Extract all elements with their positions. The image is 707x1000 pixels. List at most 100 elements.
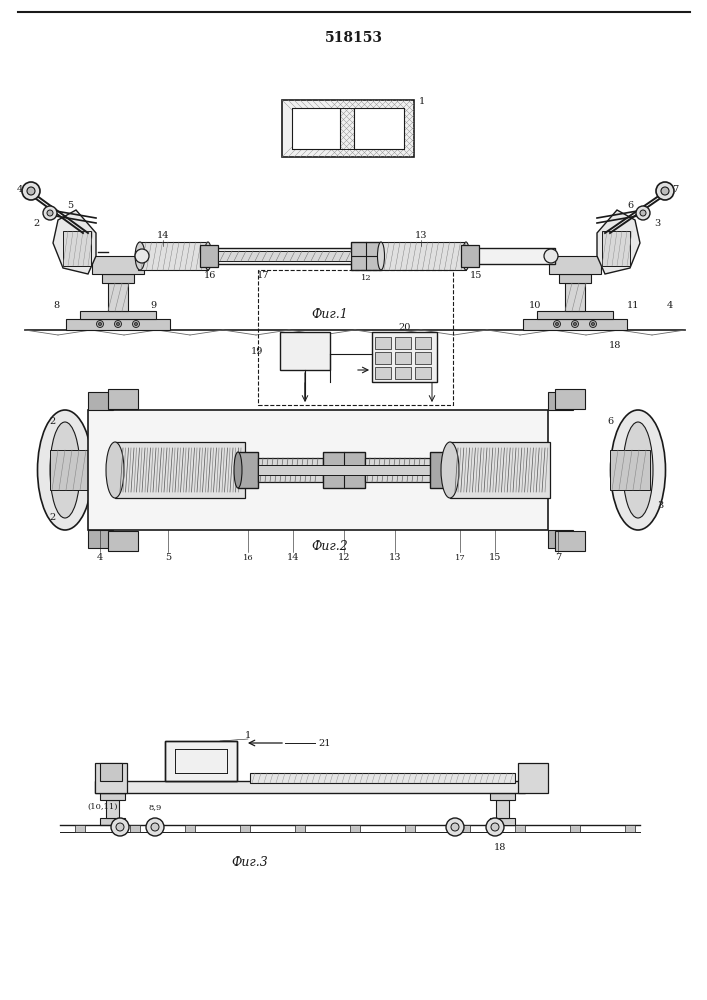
Bar [381,242,466,270]
Bar [555,389,585,409]
Circle shape [47,210,53,216]
Text: 10: 10 [529,302,541,310]
Bar [549,256,601,274]
Bar [395,337,411,349]
Text: 14: 14 [157,232,169,240]
Bar [63,231,91,266]
Circle shape [115,320,122,328]
Polygon shape [53,210,96,274]
Bar [518,763,548,793]
Circle shape [132,320,139,328]
Bar [555,531,585,551]
Circle shape [446,818,464,836]
Text: 7: 7 [672,186,678,194]
Text: 8: 8 [53,302,59,310]
Bar [92,256,144,274]
Text: 4: 4 [17,186,23,194]
Circle shape [636,206,650,220]
Text: Фиг.3: Фиг.3 [232,856,269,868]
Bar [66,319,170,330]
Bar [108,283,128,311]
Bar [350,825,360,832]
Circle shape [590,320,597,328]
Bar [490,793,515,800]
Bar [602,231,630,266]
Text: 5: 5 [67,200,73,210]
Bar [372,332,437,382]
Bar [95,781,525,793]
Circle shape [592,322,595,326]
Ellipse shape [611,410,665,530]
Circle shape [656,182,674,200]
Circle shape [111,818,129,836]
Bar [218,251,351,261]
Circle shape [43,206,57,220]
Bar [240,825,250,832]
Text: 518153: 518153 [325,31,383,45]
Bar [415,352,431,364]
Text: 21: 21 [319,738,332,748]
Text: 13: 13 [389,554,402,562]
Circle shape [486,818,504,836]
Text: 6: 6 [607,418,613,426]
Bar [75,825,85,832]
Bar [138,248,555,264]
Text: 7: 7 [555,554,561,562]
Bar [415,337,431,349]
Circle shape [573,322,576,326]
Circle shape [98,322,102,326]
Text: 12: 12 [338,554,350,562]
Circle shape [22,182,40,200]
Bar [238,452,258,488]
Text: 2: 2 [49,514,55,522]
Bar [460,825,470,832]
Bar [130,825,140,832]
Bar [50,450,90,490]
Bar [185,825,195,832]
Text: 4: 4 [667,302,673,310]
Text: Фиг.1: Фиг.1 [312,308,349,322]
Bar [100,818,125,825]
Bar [80,311,156,319]
Bar [280,332,330,370]
Circle shape [544,249,558,263]
Text: 15: 15 [470,271,482,280]
Bar [354,108,404,149]
Text: 3: 3 [657,500,663,510]
Bar [415,367,431,379]
Circle shape [135,249,149,263]
Bar [292,108,340,149]
Ellipse shape [234,452,242,488]
Text: 9: 9 [150,302,156,310]
Circle shape [27,187,35,195]
Text: 17: 17 [257,271,269,280]
Bar [138,242,208,270]
Text: 20: 20 [399,324,411,332]
Circle shape [151,823,159,831]
Bar [548,530,573,548]
Text: 16: 16 [243,554,253,562]
Circle shape [146,818,164,836]
Polygon shape [597,210,640,274]
Bar [295,825,305,832]
Text: 1: 1 [419,98,425,106]
Text: 13: 13 [415,232,427,240]
Bar [490,818,515,825]
Text: 5: 5 [165,554,171,562]
Text: 2: 2 [49,418,55,426]
Bar [258,458,323,482]
Bar [258,270,453,405]
Circle shape [116,823,124,831]
Circle shape [640,210,646,216]
Bar [88,530,113,548]
Text: Фиг.2: Фиг.2 [312,540,349,554]
Ellipse shape [446,452,454,488]
Bar [570,825,580,832]
Text: (10,11): (10,11) [88,803,118,811]
Circle shape [661,187,669,195]
Bar [282,100,414,157]
Text: 18: 18 [609,342,621,351]
Bar [258,465,433,475]
Bar [375,337,391,349]
Bar [88,392,113,410]
